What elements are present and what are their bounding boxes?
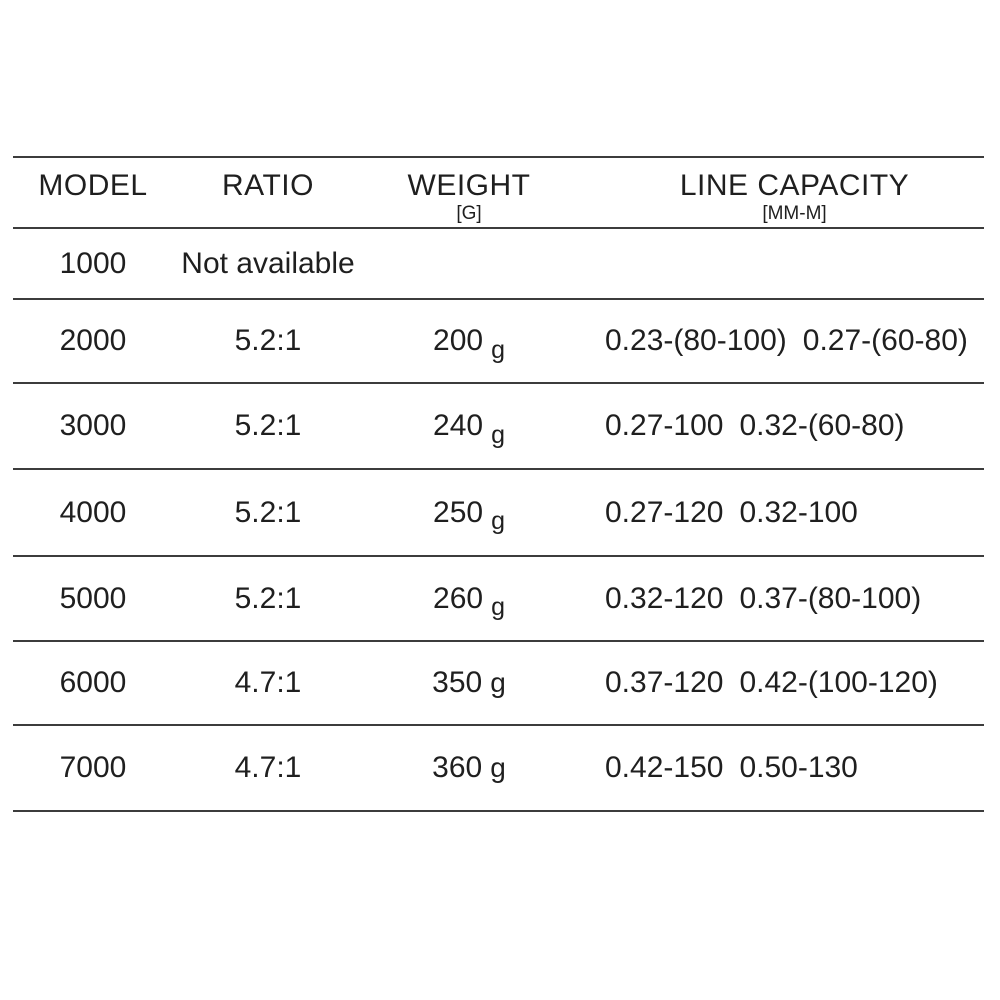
header-label-model: MODEL: [38, 169, 148, 202]
header-label-line-capacity: LINE CAPACITY: [679, 169, 910, 202]
weight-unit: g: [490, 667, 506, 698]
weight-value: 200: [433, 324, 484, 357]
ratio-cell: 5.2:1: [234, 409, 302, 442]
table-row-1000: 1000 Not available: [13, 229, 984, 300]
weight-unit: g: [491, 420, 505, 449]
capacity-cell: 0.32-120 0.37-(80-100): [605, 557, 984, 640]
capacity-range-1: 0.42-150: [605, 751, 724, 784]
table-row-7000: 7000 4.7:1 360 g 0.42-150 0.50-130: [13, 726, 984, 812]
ratio-cell: 4.7:1: [234, 666, 302, 699]
capacity-cell: 0.23-(80-100) 0.27-(60-80): [605, 300, 984, 382]
weight-cell: 250 g: [363, 470, 575, 555]
weight-value: 250: [433, 495, 484, 529]
header-sub-line-capacity: [MM-M]: [762, 203, 827, 224]
capacity-cell: 0.37-120 0.42-(100-120): [605, 642, 984, 724]
weight-unit: g: [491, 507, 505, 535]
capacity-range-1: 0.27-120: [605, 495, 724, 529]
ratio-cell: 5.2:1: [234, 581, 302, 615]
table-row-6000: 6000 4.7:1 350 g 0.37-120 0.42-(100-120): [13, 642, 984, 726]
weight-unit: g: [491, 593, 505, 621]
capacity-cell: [605, 229, 984, 298]
weight-value: 360: [432, 751, 483, 784]
capacity-range-1: 0.32-120: [605, 581, 724, 615]
capacity-range-2: 0.32-(60-80): [739, 409, 905, 442]
header-label-weight: WEIGHT: [407, 169, 531, 202]
capacity-range-2: 0.50-130: [739, 751, 858, 784]
weight-cell: 260 g: [363, 557, 575, 640]
header-sub-weight: [G]: [456, 203, 482, 224]
header-cell-weight: WEIGHT [G]: [363, 158, 575, 227]
ratio-cell: Not available: [181, 246, 355, 280]
weight-value: 240: [433, 409, 484, 442]
table-row-3000: 3000 5.2:1 240 g 0.27-100 0.32-(60-80): [13, 384, 984, 470]
capacity-cell: 0.42-150 0.50-130: [605, 726, 984, 810]
header-cell-ratio: RATIO: [165, 158, 371, 227]
capacity-range-1: 0.23-(80-100): [605, 324, 787, 357]
weight-cell: 200 g: [363, 300, 575, 382]
weight-cell: 240 g: [363, 384, 575, 468]
model-cell: 4000: [59, 495, 127, 529]
capacity-range-2: 0.32-100: [739, 495, 858, 529]
weight-value: 260: [433, 581, 484, 615]
header-cell-line-capacity: LINE CAPACITY [MM-M]: [605, 158, 984, 227]
header-label-ratio: RATIO: [222, 169, 314, 202]
model-cell: 5000: [59, 581, 127, 615]
capacity-range-1: 0.37-120: [605, 666, 724, 699]
capacity-range-1: 0.27-100: [605, 409, 724, 442]
capacity-range-2: 0.37-(80-100): [739, 581, 922, 615]
capacity-range-2: 0.27-(60-80): [802, 324, 968, 357]
spec-table: MODEL RATIO WEIGHT [G] LINE CAPACITY [MM…: [13, 156, 984, 812]
model-cell: 2000: [59, 324, 127, 357]
weight-unit: g: [491, 335, 505, 364]
model-cell: 1000: [59, 246, 127, 280]
model-cell: 6000: [59, 666, 127, 699]
table-row-5000: 5000 5.2:1 260 g 0.32-120 0.37-(80-100): [13, 557, 984, 642]
table-header-row: MODEL RATIO WEIGHT [G] LINE CAPACITY [MM…: [13, 158, 984, 229]
weight-unit: g: [490, 752, 506, 783]
capacity-cell: 0.27-120 0.32-100: [605, 470, 984, 555]
model-cell: 7000: [59, 751, 127, 784]
ratio-cell: 4.7:1: [234, 751, 302, 784]
weight-cell: 360 g: [363, 726, 575, 810]
weight-value: 350: [432, 666, 483, 699]
weight-cell: 350 g: [363, 642, 575, 724]
model-cell: 3000: [59, 409, 127, 442]
capacity-cell: 0.27-100 0.32-(60-80): [605, 384, 984, 468]
table-row-4000: 4000 5.2:1 250 g 0.27-120 0.32-100: [13, 470, 984, 557]
header-cell-model: MODEL: [13, 158, 173, 227]
ratio-cell: 5.2:1: [234, 495, 302, 529]
table-row-2000: 2000 5.2:1 200 g 0.23-(80-100) 0.27-(60-…: [13, 300, 984, 384]
capacity-range-2: 0.42-(100-120): [739, 666, 938, 699]
ratio-cell: 5.2:1: [234, 324, 302, 357]
weight-cell: [363, 229, 575, 298]
